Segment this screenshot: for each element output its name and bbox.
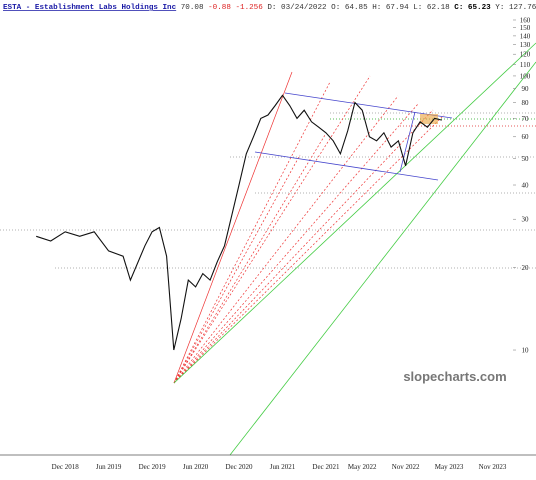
x-tick-label: Jun 2021: [270, 463, 296, 471]
y-tick-label: 30: [522, 216, 530, 224]
fan-line: [173, 71, 293, 384]
x-tick-label: Dec 2019: [139, 463, 167, 471]
y-tick-label: 110: [520, 61, 531, 69]
green-trend: [173, 42, 536, 384]
y-tick-label: 10: [522, 347, 530, 355]
y-tick-label: 100: [520, 72, 531, 80]
change: -0.88: [208, 4, 231, 12]
fan-lines: [173, 71, 445, 384]
x-tick-label: May 2022: [348, 463, 377, 471]
fan-line: [173, 75, 371, 384]
fan-line: [173, 134, 326, 384]
date: D: 03/24/2022: [267, 4, 327, 12]
y-tick-label: 120: [520, 51, 531, 59]
channel-line: [284, 92, 453, 119]
x-tick-label: Nov 2022: [392, 463, 420, 471]
close: C: 65.23: [454, 4, 491, 12]
y-tick-label: 20: [522, 264, 530, 272]
y-tick-label: 40: [522, 182, 530, 190]
fan-line: [173, 103, 419, 384]
low: L: 62.18: [413, 4, 450, 12]
last: 70.08: [181, 4, 204, 12]
y-tick-label: 80: [522, 99, 530, 107]
fan-line: [173, 95, 399, 384]
x-tick-label: Dec 2021: [312, 463, 340, 471]
y-tick-label: 70: [522, 115, 530, 123]
y-tick-label: 150: [520, 24, 531, 32]
high: H: 67.94: [372, 4, 409, 12]
x-tick-label: Dec 2020: [226, 463, 254, 471]
fan-line: [173, 154, 301, 384]
y-tick-label: 50: [522, 155, 530, 163]
y-tick-label: 160: [520, 16, 531, 24]
channel-line: [399, 111, 416, 173]
y-tick-label: 140: [520, 32, 531, 40]
fan-line: [173, 114, 445, 384]
highlight: [420, 114, 438, 124]
trend-lines: [0, 42, 536, 456]
y-tick-label: 90: [522, 85, 530, 93]
x-tick-label: Dec 2018: [52, 463, 80, 471]
symbol[interactable]: ESTA - Establishment Labs Holdings Inc: [3, 4, 177, 12]
fan-line: [173, 109, 434, 384]
y-tick-label: 60: [522, 133, 530, 141]
green-trend: [229, 61, 536, 456]
watermark: slopecharts.com: [403, 369, 506, 384]
header: ESTA - Establishment Labs Holdings Inc 7…: [3, 4, 536, 12]
fan-line: [173, 81, 331, 384]
x-tick-label: Jun 2019: [96, 463, 122, 471]
price-line: [36, 94, 442, 351]
open: O: 64.85: [331, 4, 368, 12]
channel-line: [254, 151, 439, 181]
year-high: Y: 127.76: [495, 4, 536, 12]
x-tick-label: May 2023: [435, 463, 464, 471]
x-tick-label: Nov 2023: [479, 463, 507, 471]
change-pct: -1.256: [235, 4, 263, 12]
y-tick-label: 130: [520, 41, 531, 49]
x-tick-label: Jun 2020: [183, 463, 209, 471]
